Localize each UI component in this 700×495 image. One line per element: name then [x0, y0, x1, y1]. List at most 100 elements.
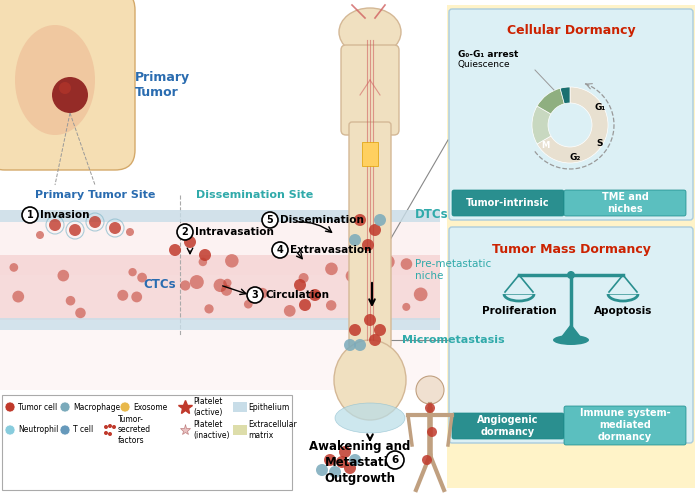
Bar: [233, 425, 247, 435]
Circle shape: [128, 268, 136, 276]
Circle shape: [414, 288, 428, 301]
Text: Proliferation: Proliferation: [482, 306, 556, 316]
Circle shape: [190, 275, 204, 289]
Ellipse shape: [553, 335, 589, 345]
Circle shape: [381, 255, 395, 269]
Ellipse shape: [15, 25, 95, 135]
FancyBboxPatch shape: [449, 227, 693, 443]
Text: Cellular Dormancy: Cellular Dormancy: [507, 24, 636, 37]
Text: Dissemination: Dissemination: [280, 215, 364, 225]
Circle shape: [244, 300, 253, 308]
Circle shape: [104, 425, 108, 429]
Circle shape: [262, 212, 278, 228]
Text: Apoptosis: Apoptosis: [594, 306, 652, 316]
Circle shape: [57, 270, 69, 282]
Text: Primary Tumor Site: Primary Tumor Site: [35, 190, 155, 200]
Text: Tumor Mass Dormancy: Tumor Mass Dormancy: [491, 243, 650, 256]
Circle shape: [13, 291, 25, 302]
Text: G₀-G₁ arrest: G₀-G₁ arrest: [458, 50, 519, 59]
Wedge shape: [537, 88, 564, 114]
Text: Circulation: Circulation: [265, 290, 329, 300]
Circle shape: [427, 427, 437, 437]
Circle shape: [199, 249, 211, 261]
Wedge shape: [560, 87, 570, 104]
Bar: [0, 318, 440, 330]
Text: Primary
Tumor: Primary Tumor: [135, 70, 190, 99]
Ellipse shape: [334, 340, 406, 420]
Circle shape: [112, 425, 116, 429]
Circle shape: [374, 324, 386, 336]
Circle shape: [400, 258, 412, 270]
Text: Tumor-intrinsic: Tumor-intrinsic: [466, 198, 550, 208]
Text: CTCs: CTCs: [144, 279, 176, 292]
Circle shape: [339, 446, 351, 458]
Circle shape: [362, 239, 374, 251]
Circle shape: [108, 432, 112, 436]
Circle shape: [108, 424, 112, 428]
Wedge shape: [532, 106, 551, 144]
Ellipse shape: [335, 403, 405, 433]
Text: 6: 6: [391, 455, 398, 465]
Circle shape: [69, 224, 81, 236]
Circle shape: [326, 300, 337, 310]
Circle shape: [284, 305, 295, 317]
Text: Quiescence: Quiescence: [458, 60, 510, 69]
Text: Platelet
(active): Platelet (active): [193, 397, 223, 417]
Circle shape: [184, 236, 196, 248]
Bar: [0, 330, 440, 390]
Circle shape: [59, 82, 71, 94]
Text: Pre-metastatic
niche: Pre-metastatic niche: [415, 259, 491, 281]
Circle shape: [52, 77, 88, 113]
Text: Platelet
(inactive): Platelet (inactive): [193, 420, 230, 440]
Circle shape: [247, 287, 263, 303]
Circle shape: [312, 291, 321, 299]
Circle shape: [104, 431, 108, 435]
Circle shape: [221, 285, 232, 296]
Text: Intravasation: Intravasation: [195, 227, 274, 237]
Circle shape: [346, 270, 358, 282]
Ellipse shape: [339, 8, 401, 56]
Text: S: S: [596, 139, 603, 148]
Circle shape: [349, 234, 361, 246]
Circle shape: [374, 214, 386, 226]
Circle shape: [199, 258, 207, 266]
FancyBboxPatch shape: [564, 406, 686, 445]
Text: Tumor-
secreted
factors: Tumor- secreted factors: [118, 415, 151, 445]
Circle shape: [299, 299, 311, 311]
Circle shape: [422, 455, 432, 465]
Circle shape: [272, 242, 288, 258]
Circle shape: [180, 280, 190, 291]
Circle shape: [326, 262, 338, 275]
Circle shape: [132, 292, 142, 302]
FancyBboxPatch shape: [0, 0, 135, 170]
Circle shape: [60, 402, 70, 412]
Bar: [0, 210, 440, 222]
Text: Macrophage: Macrophage: [73, 402, 120, 411]
Circle shape: [223, 279, 232, 287]
Circle shape: [567, 271, 575, 279]
Circle shape: [299, 273, 309, 283]
Circle shape: [369, 224, 381, 236]
Circle shape: [109, 222, 121, 234]
Text: Awakening and
Metastatic
Outgrowth: Awakening and Metastatic Outgrowth: [309, 440, 411, 485]
Text: Invasion: Invasion: [40, 210, 90, 220]
Text: Dissemination Site: Dissemination Site: [197, 190, 314, 200]
Circle shape: [329, 466, 341, 478]
Circle shape: [336, 456, 348, 468]
FancyBboxPatch shape: [452, 413, 564, 439]
Circle shape: [369, 334, 381, 346]
Polygon shape: [561, 325, 581, 338]
Circle shape: [294, 279, 306, 291]
Circle shape: [354, 339, 366, 351]
Text: 3: 3: [251, 290, 258, 300]
FancyBboxPatch shape: [341, 45, 399, 135]
Text: Epithelium: Epithelium: [248, 402, 289, 411]
Circle shape: [257, 288, 268, 298]
Circle shape: [364, 314, 376, 326]
Text: TME and
niches: TME and niches: [601, 192, 648, 214]
Circle shape: [349, 454, 361, 466]
Text: 1: 1: [27, 210, 34, 220]
Text: 4: 4: [276, 245, 284, 255]
Circle shape: [169, 244, 181, 256]
Circle shape: [416, 376, 444, 404]
